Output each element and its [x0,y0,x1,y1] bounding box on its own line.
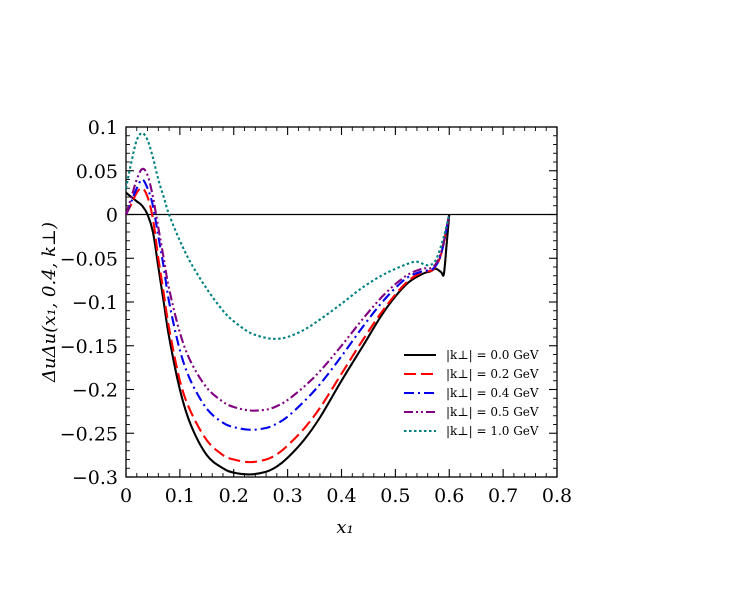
y-tick-label: −0.2 [72,380,118,402]
x-tick-label: 0.6 [434,485,464,507]
series-line-0 [125,191,451,476]
x-tick-label: 0.8 [542,485,572,507]
y-tick-label: 0.1 [88,117,118,139]
y-tick-label: −0.05 [60,248,118,270]
axis-ticks: 0 0.1 0.2 0.3 0.4 0.5 0.6 0.7 0.8 0.1 0.05 0 −0.05 −0… [60,117,572,507]
x-tick-label: 0.4 [326,485,356,507]
y-tick-label: −0.1 [72,292,118,314]
y-axis-title: ΔuΔu(x₁, 0.4, k⊥) [39,222,60,383]
y-tick-label: 0 [106,205,118,227]
series-lines [124,132,451,476]
x-tick-label: 0.2 [219,485,249,507]
y-tick-label: 0.05 [76,161,118,183]
y-tick-label: −0.15 [60,336,118,358]
legend: |k⊥| = 0.0 GeV |k⊥| = 0.2 GeV |k⊥| = 0.4 G… [404,348,539,438]
x-tick-label: 0.3 [273,485,303,507]
legend-label: |k⊥| = 0.5 GeV [446,405,539,419]
x-tick-label: 0.5 [380,485,410,507]
series-line-2 [125,178,451,431]
x-tick-label: 0.1 [165,485,195,507]
legend-label: |k⊥| = 0.2 GeV [446,367,539,381]
x-tick-label: 0.7 [488,485,518,507]
x-axis-title: x₁ [336,517,353,538]
legend-label: |k⊥| = 1.0 GeV [446,424,539,438]
series-line-1 [125,187,451,464]
series-line-3 [124,167,451,412]
x-tick-label: 0 [120,485,132,507]
legend-label: |k⊥| = 0.0 GeV [446,348,539,362]
y-tick-label: −0.3 [72,467,118,489]
series-line-4 [124,132,451,340]
legend-label: |k⊥| = 0.4 GeV [446,386,539,400]
y-tick-label: −0.25 [60,423,118,445]
